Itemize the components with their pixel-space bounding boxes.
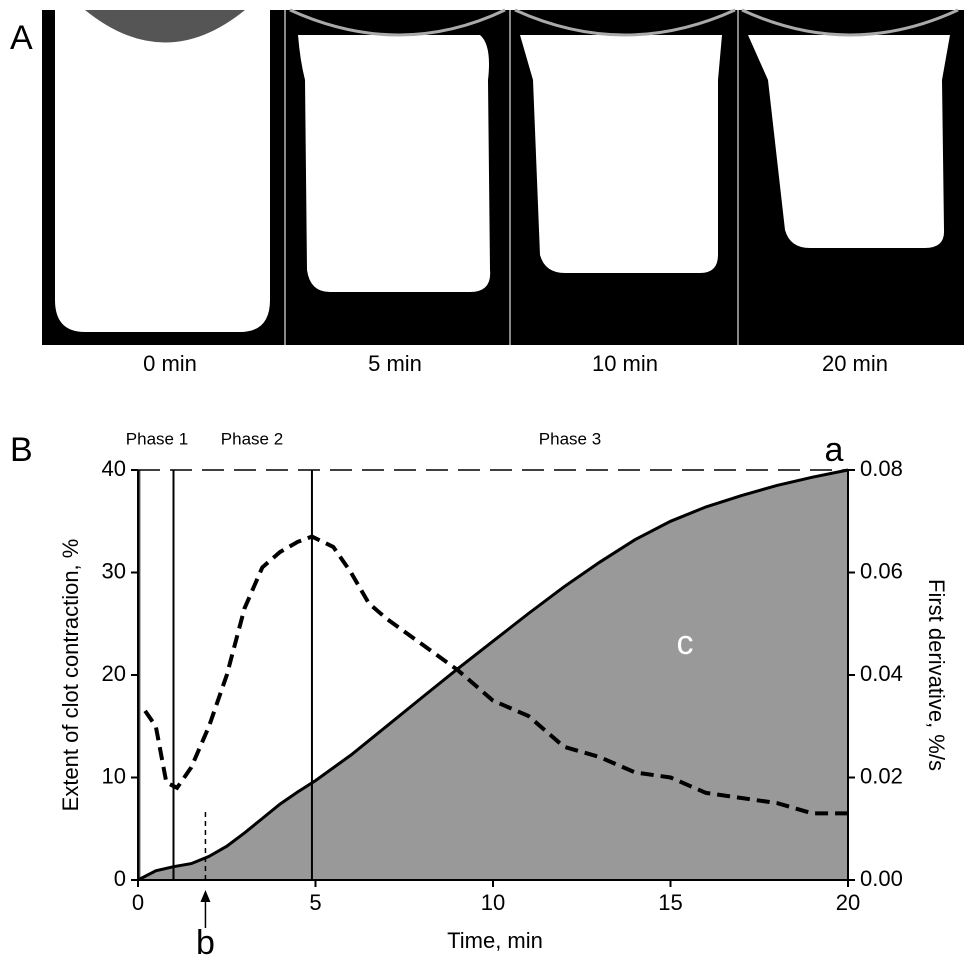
annotation: b [196,924,215,961]
arrow-head [200,890,211,902]
tube-rims [289,8,959,37]
photo [42,8,964,345]
y-tick-label: 10 [102,763,126,788]
x-tick-label: 0 [132,890,144,915]
clot-0 [55,10,270,332]
area-line [137,468,849,882]
y2-tick-label: 0.06 [860,558,903,583]
x-axis-title: Time, min [447,928,543,953]
x-tick-label: 10 [481,890,505,915]
line [143,534,848,816]
clot-top [85,10,245,43]
clot-20 [748,35,950,248]
y2-tick-label: 0.04 [860,661,903,686]
y2-tick-label: 0.08 [860,456,903,481]
panel-label: A [10,19,33,57]
caption: 20 min [822,351,888,376]
y2-tick-label: 0.02 [860,763,903,788]
y-tick-label: 40 [102,456,126,481]
clot-5 [298,35,491,292]
caption: 5 min [368,351,422,376]
y2-axis-title: First derivative, %/s [924,579,949,771]
x-tick-label: 5 [309,890,321,915]
clot-10 [520,35,722,273]
phase-label: Phase 3 [539,429,601,448]
phase-label: Phase 1 [126,429,188,448]
y-tick-label: 20 [102,661,126,686]
phase-label: Phase 2 [221,429,283,448]
annotation: c [677,624,694,662]
caption: 0 min [143,351,197,376]
area [138,470,848,880]
x-tick-label: 15 [658,890,682,915]
annotation: a [825,431,844,469]
y2-tick-label: 0.00 [860,866,903,891]
y-tick-label: 30 [102,558,126,583]
panel-label: B [10,431,33,469]
tube-walls [284,10,739,345]
x-tick-label: 20 [836,890,860,915]
y-tick-label: 0 [114,866,126,891]
caption: 10 min [592,351,658,376]
y-axis-title: Extent of clot contraction, % [58,539,83,812]
